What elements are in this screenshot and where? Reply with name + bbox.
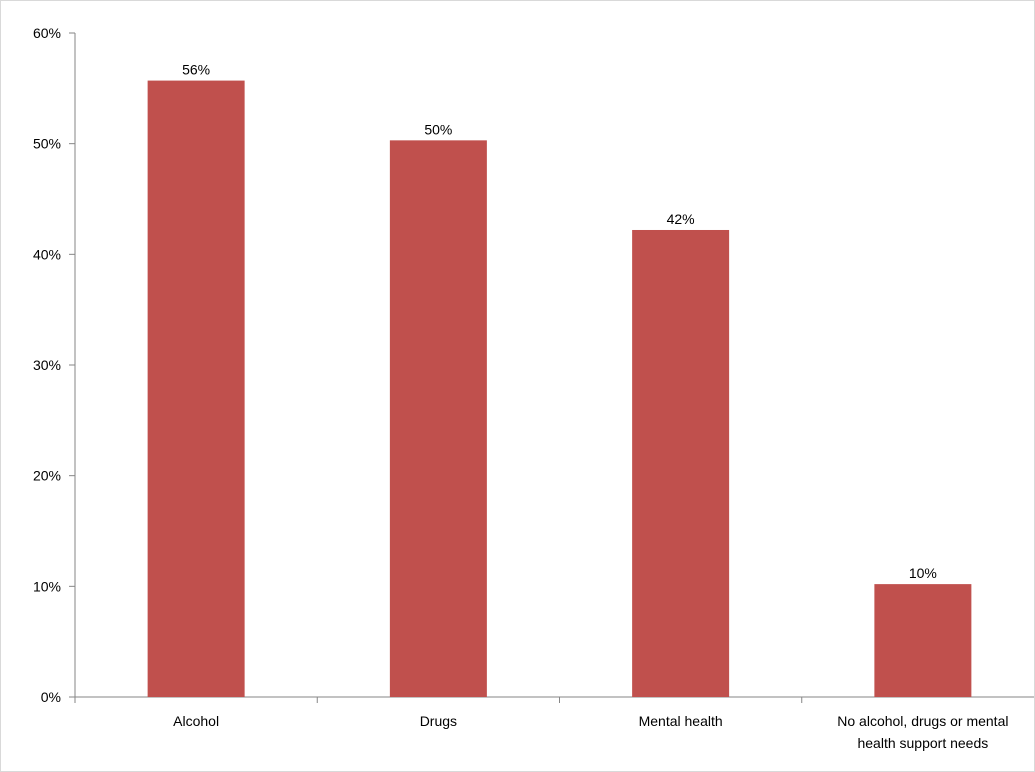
y-tick-label: 30% — [33, 357, 61, 373]
y-tick-label: 50% — [33, 136, 61, 152]
category-label: Drugs — [420, 713, 457, 729]
category-label: No alcohol, drugs or mental — [837, 713, 1008, 729]
bar-4 — [874, 584, 972, 697]
bar-3 — [632, 229, 730, 697]
y-tick-label: 0% — [41, 689, 61, 705]
data-label: 10% — [909, 565, 937, 581]
data-label: 50% — [424, 121, 452, 137]
y-tick-label: 10% — [33, 578, 61, 594]
category-label: Mental health — [639, 713, 723, 729]
y-tick-label: 60% — [33, 25, 61, 41]
category-label: health support needs — [857, 735, 988, 751]
category-label: Alcohol — [173, 713, 219, 729]
y-tick-label: 20% — [33, 468, 61, 484]
y-tick-label: 40% — [33, 246, 61, 262]
bar-1 — [147, 80, 245, 697]
data-label: 42% — [667, 211, 695, 227]
data-label: 56% — [182, 62, 210, 78]
bar-2 — [389, 140, 487, 697]
